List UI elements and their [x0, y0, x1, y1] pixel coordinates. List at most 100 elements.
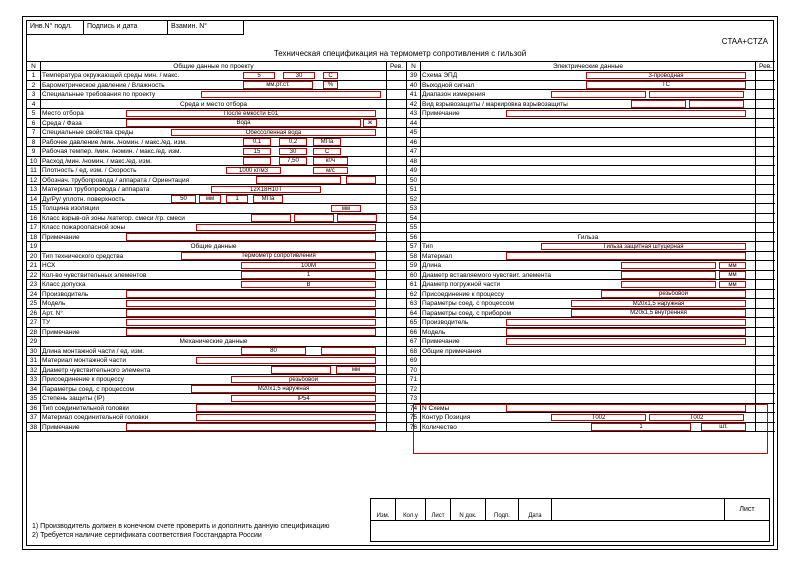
data-field[interactable]: [201, 91, 381, 99]
data-field[interactable]: [551, 91, 646, 99]
data-field[interactable]: мм.рт.ст.: [243, 81, 313, 89]
row-rev: [387, 328, 406, 337]
row-number: 46: [407, 138, 421, 147]
data-field[interactable]: [506, 252, 746, 260]
data-field[interactable]: [621, 262, 716, 270]
data-field[interactable]: [126, 309, 376, 317]
data-field[interactable]: 30: [279, 148, 307, 156]
data-field[interactable]: [126, 328, 376, 336]
data-field[interactable]: [689, 100, 744, 108]
data-field[interactable]: ж: [363, 119, 377, 127]
data-field[interactable]: [196, 414, 376, 422]
data-field[interactable]: М20х1,5 внутренняя: [571, 309, 746, 317]
data-field[interactable]: мм: [336, 366, 376, 374]
data-field[interactable]: Вода: [126, 119, 361, 127]
data-field[interactable]: 12X18H10T: [211, 186, 321, 194]
data-field[interactable]: мм: [719, 281, 746, 289]
row-label: [421, 119, 756, 128]
th-n: N: [27, 62, 41, 70]
data-field[interactable]: 0,1: [243, 138, 271, 146]
data-field[interactable]: [126, 319, 376, 327]
row-number: 69: [407, 356, 421, 365]
data-field[interactable]: [196, 404, 376, 412]
data-field[interactable]: [271, 366, 331, 374]
row-label: [421, 223, 756, 232]
data-field[interactable]: МПа: [313, 138, 341, 146]
data-field[interactable]: [506, 338, 746, 346]
row-number: 33: [27, 375, 41, 384]
data-field[interactable]: мм: [199, 195, 221, 203]
data-field[interactable]: м/с: [313, 167, 348, 175]
data-field[interactable]: [256, 176, 341, 184]
data-field[interactable]: 5: [243, 72, 275, 80]
data-field[interactable]: [251, 214, 291, 222]
data-field[interactable]: [506, 319, 746, 327]
data-field[interactable]: 50: [171, 195, 196, 203]
row-number: 31: [27, 356, 41, 365]
row-label: Длинамм: [421, 261, 756, 270]
data-field[interactable]: Термометр сопротивления: [181, 252, 376, 260]
data-field[interactable]: [294, 214, 334, 222]
row-label: [421, 195, 756, 204]
data-field[interactable]: [126, 423, 376, 431]
row-rev: [387, 138, 406, 147]
data-field[interactable]: С: [313, 148, 341, 156]
data-field[interactable]: [196, 224, 376, 232]
data-field[interactable]: После емкости Е01: [126, 110, 376, 118]
data-field[interactable]: МПа: [253, 195, 283, 203]
data-field[interactable]: мм: [331, 205, 361, 213]
data-field[interactable]: [506, 328, 746, 336]
row-number: 1: [27, 71, 41, 80]
data-field[interactable]: М20х1,5 наружная: [571, 300, 746, 308]
data-field[interactable]: [243, 157, 271, 165]
footnote-2: 2) Требуется наличие сертификата соответ…: [32, 531, 362, 540]
data-field[interactable]: 30: [283, 72, 315, 80]
row-number: 22: [27, 271, 41, 280]
data-field[interactable]: С: [323, 72, 338, 80]
data-field[interactable]: [126, 290, 376, 298]
data-field[interactable]: М20х1,5 наружная: [191, 385, 376, 393]
table-row: 51: [407, 185, 775, 195]
data-field[interactable]: мм: [719, 262, 746, 270]
data-field[interactable]: 1000 кг/м3: [226, 167, 281, 175]
data-field[interactable]: мм: [719, 271, 746, 279]
data-field[interactable]: [621, 271, 716, 279]
row-label: Плотность / ед. изм. / Скорость1000 кг/м…: [41, 166, 387, 175]
data-field[interactable]: [126, 233, 376, 241]
data-field[interactable]: кг/ч: [313, 157, 348, 165]
data-field[interactable]: 1: [226, 195, 248, 203]
data-field[interactable]: 3-проводная: [586, 72, 746, 80]
data-field[interactable]: 7,50: [279, 157, 307, 165]
data-field[interactable]: Гильза защитная штуцерная: [541, 243, 746, 251]
data-field[interactable]: [621, 281, 716, 289]
data-field[interactable]: В: [241, 281, 376, 289]
data-field[interactable]: IP54: [231, 395, 376, 403]
row-rev: [387, 299, 406, 308]
data-field[interactable]: Обессоленная вода: [171, 129, 376, 137]
data-field[interactable]: 15: [243, 148, 271, 156]
data-field[interactable]: [196, 357, 376, 365]
row-rev: [756, 375, 775, 384]
data-field[interactable]: резьбовой: [601, 290, 746, 298]
row-label: ТУ: [41, 318, 387, 327]
data-field[interactable]: 80: [241, 347, 306, 355]
data-field[interactable]: [346, 176, 376, 184]
data-field[interactable]: 100М: [241, 262, 376, 270]
row-rev: [756, 223, 775, 232]
data-field[interactable]: 1: [241, 271, 376, 279]
data-field[interactable]: [631, 100, 686, 108]
data-field[interactable]: ТС: [586, 81, 746, 89]
data-field[interactable]: [126, 300, 376, 308]
data-field[interactable]: [337, 214, 377, 222]
table-row: 41Диапазон измерения: [407, 90, 775, 100]
data-field[interactable]: резьбовой: [231, 376, 376, 384]
table-row: 29Механические данные: [27, 337, 406, 347]
row-label: [421, 366, 756, 375]
data-field[interactable]: [321, 347, 376, 355]
notes-field-box[interactable]: [413, 404, 768, 454]
data-field[interactable]: [506, 110, 746, 118]
data-field[interactable]: [649, 91, 744, 99]
data-field[interactable]: 0,2: [279, 138, 307, 146]
stamp-podp: Подп.: [486, 499, 519, 520]
data-field[interactable]: %: [323, 81, 338, 89]
